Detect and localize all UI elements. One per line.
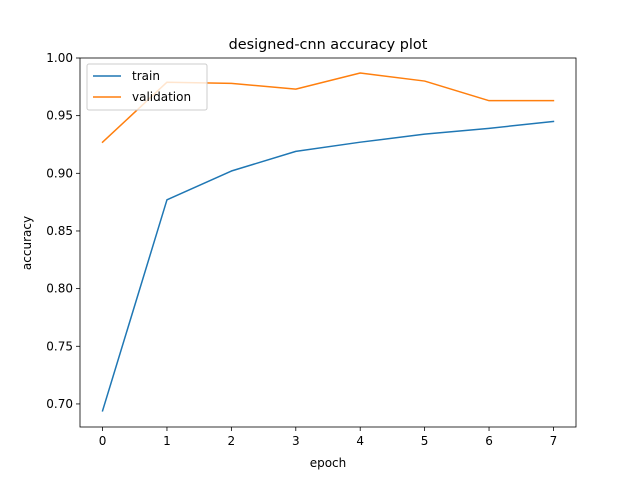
series-line-train (101, 120, 555, 412)
x-tick-label: 2 (228, 434, 236, 448)
y-tick-label: 0.70 (46, 397, 73, 411)
y-tick-label: 0.90 (46, 166, 73, 180)
x-axis-label: epoch (310, 456, 347, 470)
y-axis-label: accuracy (20, 216, 34, 270)
legend-label-train: train (132, 69, 160, 83)
x-tick-label: 3 (292, 434, 300, 448)
y-tick-label: 0.95 (46, 109, 73, 123)
y-tick-label: 0.80 (46, 282, 73, 296)
x-tick-label: 0 (99, 434, 107, 448)
y-tick-label: 0.75 (46, 339, 73, 353)
x-tick-label: 7 (550, 434, 558, 448)
axes-frame (79, 57, 577, 428)
legend-label-validation: validation (132, 90, 191, 104)
chart-title: designed-cnn accuracy plot (229, 37, 428, 53)
y-tick-label: 1.00 (46, 51, 73, 65)
x-tick-label: 6 (485, 434, 493, 448)
plot-area: 0 1 2 3 4 5 6 7 0.70 0.75 0.80 0.85 0.90 0.95 1.00 trai… (46, 51, 577, 448)
y-tick-label: 0.85 (46, 224, 73, 238)
x-tick-label: 4 (356, 434, 364, 448)
x-tick-label: 1 (163, 434, 171, 448)
x-tick-label: 5 (421, 434, 429, 448)
